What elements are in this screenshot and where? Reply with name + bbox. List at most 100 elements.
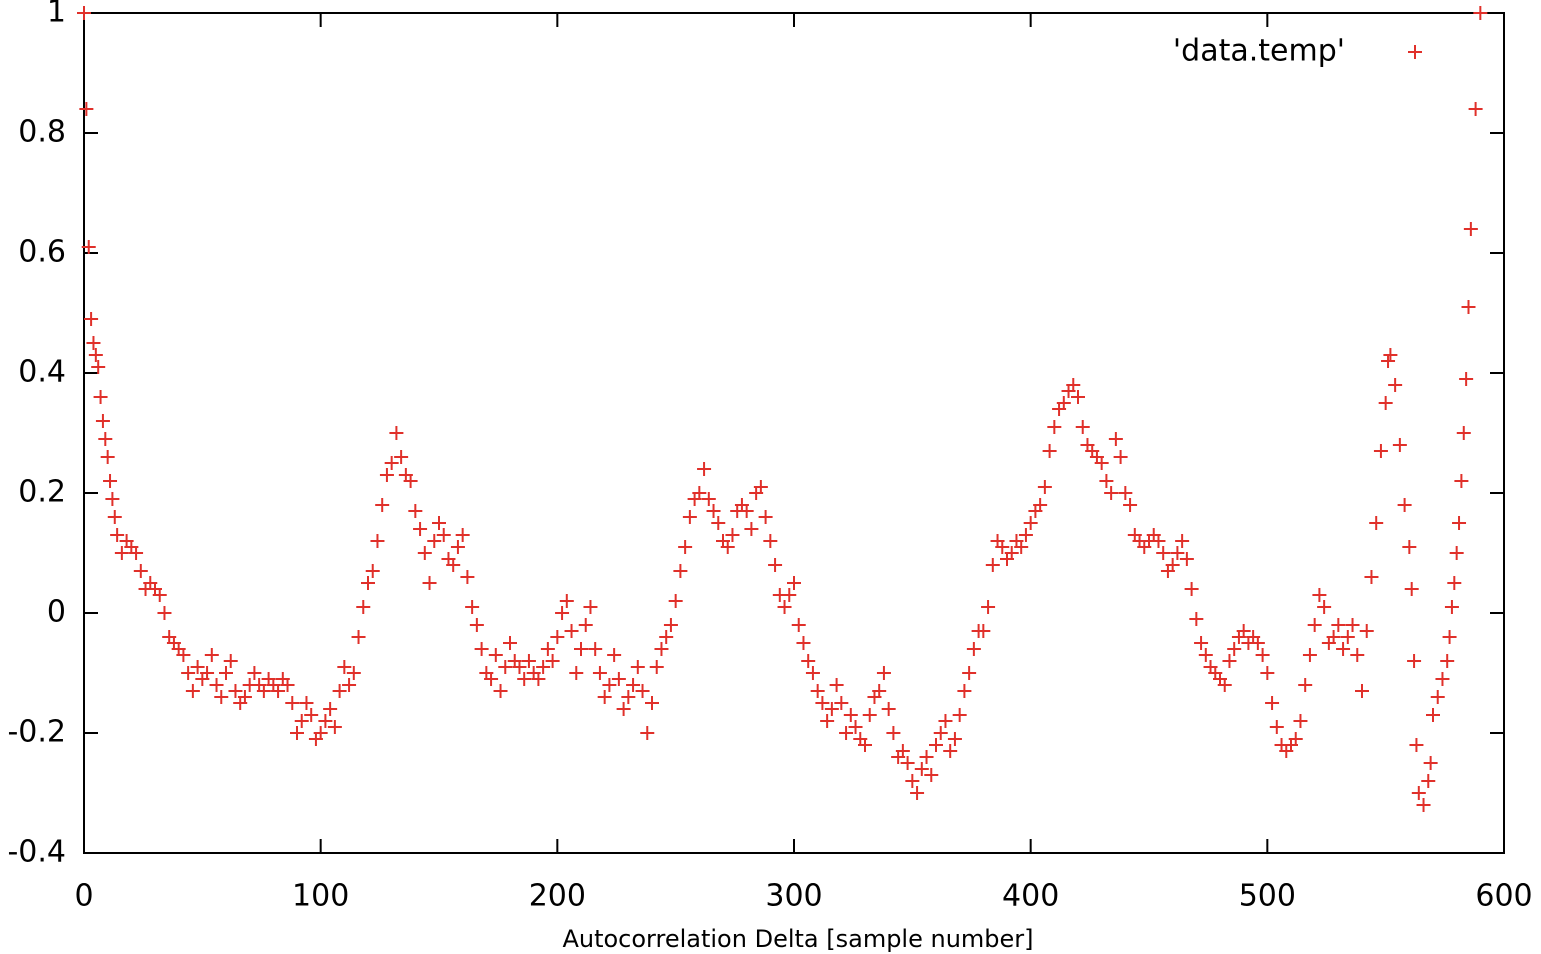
point — [1094, 456, 1109, 470]
point — [602, 678, 617, 692]
point — [801, 654, 816, 668]
point — [621, 690, 636, 704]
x-tick-label: 200 — [529, 879, 586, 914]
point — [1194, 636, 1209, 650]
point — [209, 678, 224, 692]
point — [697, 462, 712, 476]
y-tick-label: 0.2 — [18, 475, 66, 510]
point — [536, 660, 551, 674]
point — [933, 726, 948, 740]
point — [81, 240, 96, 254]
point — [872, 684, 887, 698]
point — [711, 516, 726, 530]
point — [701, 492, 716, 506]
point — [356, 600, 371, 614]
point — [103, 474, 118, 488]
point — [1302, 648, 1317, 662]
point — [318, 714, 333, 728]
point — [394, 450, 409, 464]
point — [375, 498, 390, 512]
point — [1156, 546, 1171, 560]
point — [758, 510, 773, 524]
point — [332, 684, 347, 698]
point — [1459, 372, 1474, 386]
point — [337, 660, 352, 674]
point — [77, 6, 91, 20]
point — [663, 618, 678, 632]
point — [583, 600, 598, 614]
point — [824, 702, 839, 716]
point — [110, 528, 125, 542]
point — [1288, 732, 1303, 746]
point — [919, 750, 934, 764]
point — [176, 648, 191, 662]
point — [834, 696, 849, 710]
x-tick-label: 600 — [1475, 879, 1532, 914]
x-tick-label: 0 — [74, 879, 93, 914]
point — [1392, 438, 1407, 452]
point — [294, 714, 309, 728]
point — [91, 360, 106, 374]
point — [100, 450, 115, 464]
point — [370, 534, 385, 548]
point — [810, 684, 825, 698]
point — [1179, 552, 1194, 566]
point — [1369, 516, 1384, 530]
point — [985, 558, 1000, 572]
point — [93, 390, 108, 404]
point — [503, 636, 517, 650]
point — [725, 528, 740, 542]
point — [957, 684, 972, 698]
point — [886, 726, 901, 740]
x-tick-label: 400 — [1002, 879, 1059, 914]
point — [820, 714, 835, 728]
point — [1018, 528, 1033, 542]
point — [1381, 354, 1396, 368]
point — [1345, 618, 1360, 632]
point — [578, 618, 593, 632]
point — [129, 546, 144, 560]
point — [1307, 618, 1322, 632]
point — [839, 726, 854, 740]
point — [185, 684, 200, 698]
point — [214, 690, 229, 704]
point — [910, 786, 925, 800]
point — [1388, 378, 1403, 392]
point — [900, 756, 915, 770]
point — [1456, 426, 1471, 440]
point — [204, 648, 219, 662]
point — [157, 606, 172, 620]
point — [1454, 474, 1469, 488]
point — [1350, 648, 1365, 662]
point — [389, 426, 404, 440]
point — [427, 534, 442, 548]
point — [597, 690, 612, 704]
point — [1033, 498, 1048, 512]
point — [559, 594, 574, 608]
point — [86, 336, 101, 350]
point — [1298, 678, 1313, 692]
x-tick-label: 500 — [1239, 879, 1296, 914]
point — [1383, 348, 1398, 362]
point — [640, 726, 655, 740]
point — [84, 312, 99, 326]
point — [465, 600, 480, 614]
point — [1042, 444, 1057, 458]
point — [107, 510, 122, 524]
point — [1397, 498, 1412, 512]
point — [1099, 474, 1114, 488]
point — [408, 504, 423, 518]
point — [1189, 612, 1204, 626]
point — [739, 504, 754, 518]
x-tick-label: 100 — [292, 879, 349, 914]
point — [290, 726, 304, 740]
point — [223, 654, 238, 668]
point — [1104, 486, 1119, 500]
point — [540, 642, 555, 656]
point — [649, 660, 664, 674]
point — [1402, 540, 1417, 554]
legend-marker — [1408, 45, 1422, 59]
point — [450, 540, 465, 554]
point — [247, 666, 262, 680]
point — [630, 660, 645, 674]
